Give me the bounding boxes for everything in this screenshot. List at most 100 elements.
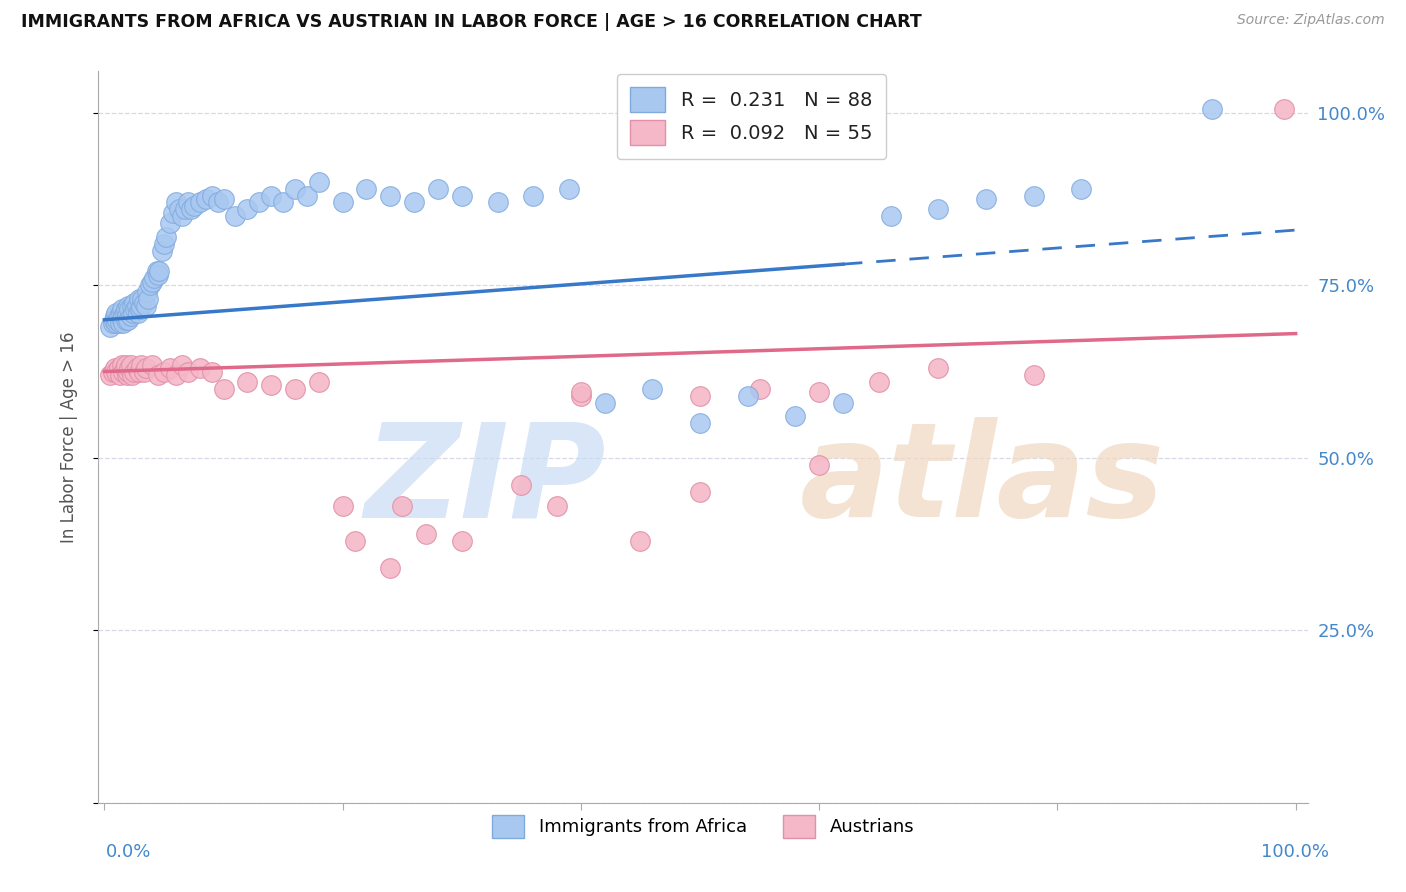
Point	[284, 382, 307, 396]
Point	[236, 202, 259, 217]
Point	[593, 395, 616, 409]
Point	[177, 195, 200, 210]
Point	[136, 285, 159, 300]
Point	[138, 278, 160, 293]
Point	[927, 361, 949, 376]
Point	[832, 395, 855, 409]
Point	[117, 312, 139, 326]
Point	[165, 195, 187, 210]
Point	[122, 306, 145, 320]
Point	[641, 382, 664, 396]
Point	[112, 365, 135, 379]
Point	[332, 195, 354, 210]
Point	[450, 188, 472, 202]
Point	[117, 365, 139, 379]
Point	[188, 361, 211, 376]
Point	[129, 302, 152, 317]
Point	[153, 365, 176, 379]
Point	[98, 319, 121, 334]
Point	[111, 302, 134, 317]
Point	[808, 385, 831, 400]
Point	[146, 268, 169, 282]
Point	[122, 365, 145, 379]
Point	[785, 409, 807, 424]
Point	[415, 526, 437, 541]
Point	[132, 295, 155, 310]
Text: Source: ZipAtlas.com: Source: ZipAtlas.com	[1237, 13, 1385, 28]
Point	[108, 316, 131, 330]
Point	[128, 292, 150, 306]
Point	[295, 188, 318, 202]
Point	[131, 358, 153, 372]
Point	[380, 188, 402, 202]
Point	[689, 485, 711, 500]
Point	[105, 306, 128, 320]
Point	[868, 375, 890, 389]
Point	[450, 533, 472, 548]
Point	[125, 361, 148, 376]
Point	[115, 310, 138, 324]
Point	[124, 302, 146, 317]
Point	[114, 312, 136, 326]
Legend: Immigrants from Africa, Austrians: Immigrants from Africa, Austrians	[485, 807, 921, 845]
Point	[194, 192, 217, 206]
Point	[114, 306, 136, 320]
Point	[111, 312, 134, 326]
Point	[143, 271, 166, 285]
Point	[112, 310, 135, 324]
Point	[105, 316, 128, 330]
Point	[284, 182, 307, 196]
Text: ZIP: ZIP	[364, 417, 606, 544]
Point	[146, 264, 169, 278]
Point	[107, 312, 129, 326]
Point	[170, 209, 193, 223]
Point	[1201, 103, 1223, 117]
Point	[522, 188, 544, 202]
Point	[879, 209, 901, 223]
Point	[169, 202, 191, 217]
Point	[974, 192, 997, 206]
Point	[122, 295, 145, 310]
Point	[110, 306, 132, 320]
Point	[180, 202, 202, 217]
Point	[380, 561, 402, 575]
Point	[98, 368, 121, 382]
Point	[569, 385, 592, 400]
Point	[510, 478, 533, 492]
Text: atlas: atlas	[800, 417, 1166, 544]
Point	[236, 375, 259, 389]
Y-axis label: In Labor Force | Age > 16: In Labor Force | Age > 16	[59, 331, 77, 543]
Point	[159, 216, 181, 230]
Point	[188, 195, 211, 210]
Point	[165, 368, 187, 382]
Point	[183, 199, 205, 213]
Point	[104, 310, 127, 324]
Point	[260, 188, 283, 202]
Point	[558, 182, 581, 196]
Point	[689, 389, 711, 403]
Point	[162, 206, 184, 220]
Point	[104, 361, 127, 376]
Point	[1022, 188, 1045, 202]
Point	[111, 358, 134, 372]
Point	[808, 458, 831, 472]
Point	[112, 316, 135, 330]
Point	[105, 365, 128, 379]
Point	[207, 195, 229, 210]
Point	[200, 188, 222, 202]
Point	[101, 365, 124, 379]
Point	[247, 195, 270, 210]
Point	[927, 202, 949, 217]
Point	[114, 361, 136, 376]
Point	[135, 299, 157, 313]
Point	[120, 310, 142, 324]
Point	[141, 358, 163, 372]
Point	[224, 209, 246, 223]
Point	[212, 382, 235, 396]
Point	[101, 316, 124, 330]
Point	[159, 361, 181, 376]
Point	[426, 182, 449, 196]
Point	[177, 365, 200, 379]
Point	[1272, 103, 1295, 117]
Point	[114, 302, 136, 317]
